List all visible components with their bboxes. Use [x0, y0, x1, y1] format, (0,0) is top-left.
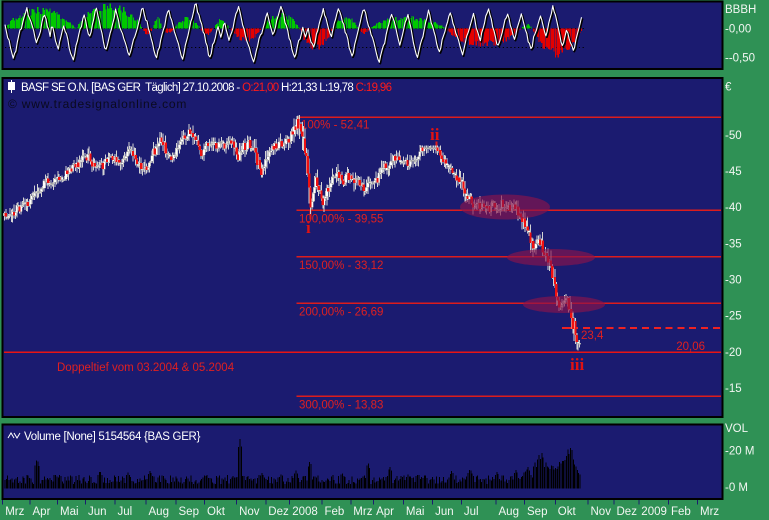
svg-text:-25: -25 [725, 311, 742, 323]
svg-text:Jun: Jun [435, 506, 454, 518]
svg-text:Mai: Mai [60, 506, 79, 518]
svg-text:300,00% - 13,83: 300,00% - 13,83 [299, 399, 383, 411]
svg-text:€: € [725, 82, 732, 94]
svg-text:-40: -40 [725, 202, 742, 214]
svg-text:20,06: 20,06 [676, 341, 705, 353]
svg-text:Mrz: Mrz [5, 506, 24, 518]
svg-text:Doppeltief vom 03.2004 & 05.20: Doppeltief vom 03.2004 & 05.2004 [57, 362, 235, 374]
svg-text:-20: -20 [725, 347, 742, 359]
svg-text:Jun: Jun [88, 506, 107, 518]
svg-text:Jul: Jul [464, 506, 479, 518]
svg-text:--0,50: --0,50 [725, 53, 755, 65]
svg-text:-15: -15 [725, 383, 742, 395]
svg-text:-35: -35 [725, 238, 742, 250]
svg-text:i: i [306, 218, 311, 237]
svg-text:-50: -50 [725, 130, 742, 142]
svg-text:-0 M: -0 M [725, 482, 748, 494]
svg-text:23,4: 23,4 [581, 330, 604, 342]
svg-text:-30: -30 [725, 275, 742, 287]
svg-text:Feb: Feb [671, 506, 691, 518]
svg-text:Nov: Nov [239, 506, 260, 518]
svg-text:100,00% - 39,55: 100,00% - 39,55 [299, 213, 383, 225]
svg-text:Okt: Okt [558, 506, 577, 518]
svg-text:2008: 2008 [292, 506, 318, 518]
svg-text:Feb: Feb [325, 506, 345, 518]
svg-text:2009: 2009 [641, 506, 667, 518]
svg-text:Sep: Sep [527, 506, 547, 518]
svg-text:200,00% - 26,69: 200,00% - 26,69 [299, 306, 383, 318]
svg-text:Okt: Okt [207, 506, 226, 518]
svg-text:BASF SE O.N. [BAS GER Täglich: BASF SE O.N. [BAS GER Täglich] 27.10.200… [21, 82, 392, 94]
svg-text:Dez: Dez [268, 506, 289, 518]
svg-text:100% - 52,41: 100% - 52,41 [301, 119, 369, 131]
svg-text:Nov: Nov [591, 506, 612, 518]
svg-text:-20 M: -20 M [725, 446, 754, 458]
svg-text:Sep: Sep [179, 506, 199, 518]
svg-text:Mrz: Mrz [700, 506, 719, 518]
svg-text:-0,00: -0,00 [725, 24, 751, 36]
svg-text:Jul: Jul [118, 506, 133, 518]
svg-text:Aug: Aug [149, 506, 169, 518]
svg-text:-45: -45 [725, 166, 742, 178]
svg-text:ii: ii [430, 125, 440, 144]
svg-text:Volume [None] 5154564 {BAS GER: Volume [None] 5154564 {BAS GER} [24, 431, 201, 443]
svg-text:Apr: Apr [33, 506, 51, 518]
svg-text:BBBH: BBBH [725, 4, 756, 16]
svg-text:Mai: Mai [406, 506, 425, 518]
svg-text:© www.tradesignalonline.com: © www.tradesignalonline.com [8, 97, 187, 111]
svg-text:Dez: Dez [617, 506, 638, 518]
svg-text:iii: iii [570, 355, 584, 374]
svg-text:Aug: Aug [499, 506, 519, 518]
svg-text:Mrz: Mrz [353, 506, 372, 518]
svg-text:Apr: Apr [376, 506, 394, 518]
svg-text:150,00% - 33,12: 150,00% - 33,12 [299, 260, 383, 272]
svg-text:VOL: VOL [725, 423, 749, 435]
